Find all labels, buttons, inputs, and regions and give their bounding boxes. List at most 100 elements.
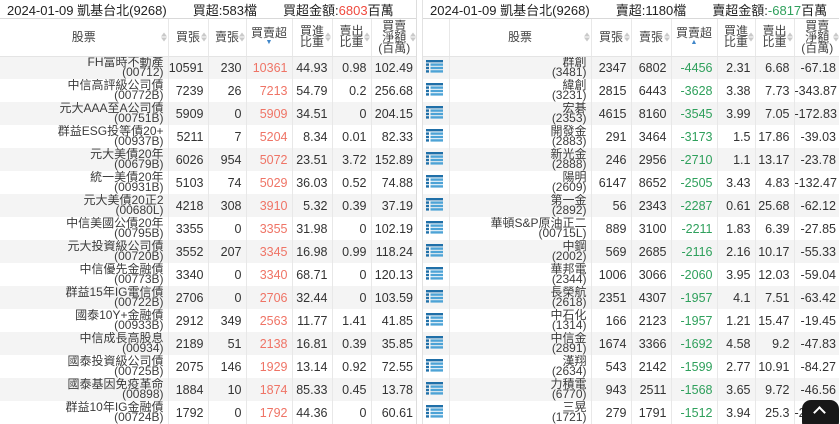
stock-name[interactable]: FH富時不動產 xyxy=(87,56,164,70)
stock-name[interactable]: 第一金 xyxy=(550,194,587,207)
stock-name[interactable]: 元大投資級公司債 xyxy=(67,240,164,253)
sort-arrows-icon[interactable] xyxy=(747,32,754,42)
col-header-sell-ratio[interactable]: 賣出 比重 xyxy=(332,19,372,57)
sort-arrows-icon[interactable] xyxy=(238,32,245,42)
stock-name[interactable]: 群益10年IG金融債 xyxy=(65,401,164,414)
list-menu-icon[interactable] xyxy=(426,128,443,142)
stock-name[interactable]: 力積電 xyxy=(550,378,587,391)
stock-name-cell[interactable]: 元大美債20年 (00679B) xyxy=(0,148,169,171)
col-header-net[interactable]: 買賣超 ▲ xyxy=(671,19,718,57)
stock-name[interactable]: 中信美國公債20年 xyxy=(66,217,164,230)
stock-name-cell[interactable]: FH富時不動產 (00712) xyxy=(0,56,169,79)
sort-asc-icon[interactable]: ▲ xyxy=(690,39,698,47)
list-menu-icon[interactable] xyxy=(426,151,443,165)
list-menu-icon[interactable] xyxy=(426,381,443,395)
stock-name-cell[interactable]: 中信金 (2891) xyxy=(449,332,592,355)
stock-name[interactable]: 國泰10Y+金融債 xyxy=(75,309,164,322)
stock-name[interactable]: 元大美債20正2 xyxy=(83,194,164,207)
stock-name-cell[interactable]: 三晃 (1721) xyxy=(449,401,592,424)
stock-name-cell[interactable]: 國泰投資級公司債 (00725B) xyxy=(0,355,169,378)
list-menu-icon[interactable] xyxy=(426,335,443,349)
stock-name-cell[interactable]: 中石化 (1314) xyxy=(449,309,592,332)
stock-name[interactable]: 群創 xyxy=(562,56,587,70)
stock-name-cell[interactable]: 中信美國公債20年 (00795B) xyxy=(0,217,169,240)
sort-arrows-icon[interactable] xyxy=(324,32,331,42)
sort-arrows-icon[interactable] xyxy=(623,32,630,42)
stock-name[interactable]: 中信金 xyxy=(550,332,587,345)
sort-arrows-icon[interactable] xyxy=(200,32,207,42)
stock-name[interactable]: 群益15年IG電信債 xyxy=(65,286,164,299)
col-header-buy[interactable]: 買張 xyxy=(168,19,209,57)
stock-name[interactable]: 漢翔 xyxy=(562,355,587,368)
col-header-buy-ratio[interactable]: 買進 比重 xyxy=(292,19,333,57)
stock-name[interactable]: 統一美債20年 xyxy=(90,171,164,184)
stock-name[interactable]: 開發金 xyxy=(550,125,587,138)
stock-name[interactable]: 中信成長高股息 xyxy=(79,332,164,345)
list-menu-icon[interactable] xyxy=(426,358,443,372)
stock-name-cell[interactable]: 新光金 (2888) xyxy=(449,148,592,171)
list-menu-icon[interactable] xyxy=(426,59,443,73)
stock-name-cell[interactable]: 元大AAA至A公司債 (00751B) xyxy=(0,102,169,125)
stock-name-cell[interactable]: 元大美債20正2 (00680L) xyxy=(0,194,169,217)
stock-name[interactable]: 中信高評級公司債 xyxy=(67,79,164,92)
col-header-stock[interactable]: 股票 xyxy=(0,19,169,57)
list-menu-icon[interactable] xyxy=(426,82,443,96)
list-menu-icon[interactable] xyxy=(426,174,443,188)
stock-name-cell[interactable]: 華邦電 (2344) xyxy=(449,263,592,286)
stock-name-cell[interactable]: 中信高評級公司債 (00772B) xyxy=(0,79,169,102)
col-header-stock[interactable]: 股票 xyxy=(449,19,592,57)
stock-name-cell[interactable]: 群益ESG投等債20+ (00937B) xyxy=(0,125,169,148)
sort-arrows-icon[interactable] xyxy=(663,32,670,42)
list-menu-icon[interactable] xyxy=(426,289,443,303)
col-header-buy[interactable]: 買張 xyxy=(591,19,632,57)
sort-arrows-icon[interactable] xyxy=(160,32,167,42)
col-header-buy-ratio[interactable]: 買進 比重 xyxy=(717,19,756,57)
stock-name[interactable]: 陽明 xyxy=(562,171,587,184)
stock-name-cell[interactable]: 中信成長高股息 (00934) xyxy=(0,332,169,355)
stock-name-cell[interactable]: 元大投資級公司債 (00720B) xyxy=(0,240,169,263)
stock-name-cell[interactable]: 開發金 (2883) xyxy=(449,125,592,148)
stock-name[interactable]: 中鋼 xyxy=(562,240,587,253)
stock-name-cell[interactable]: 國泰10Y+金融債 (00933B) xyxy=(0,309,169,332)
sort-arrows-icon[interactable] xyxy=(410,32,416,42)
col-header-sell[interactable]: 賣張 xyxy=(631,19,672,57)
stock-name[interactable]: 中石化 xyxy=(550,309,587,322)
stock-name-cell[interactable]: 群益15年IG電信債 (00722B) xyxy=(0,286,169,309)
stock-name[interactable]: 緯創 xyxy=(562,79,587,92)
stock-name[interactable]: 群益ESG投等債20+ xyxy=(57,125,164,138)
stock-name[interactable]: 元大AAA至A公司債 xyxy=(59,102,164,115)
sort-arrows-icon[interactable] xyxy=(786,32,793,42)
stock-name-cell[interactable]: 第一金 (2892) xyxy=(449,194,592,217)
sort-arrows-icon[interactable] xyxy=(833,32,839,42)
stock-name-cell[interactable]: 統一美債20年 (00931B) xyxy=(0,171,169,194)
sort-desc-icon[interactable]: ▼ xyxy=(265,39,273,47)
stock-name[interactable]: 國泰投資級公司債 xyxy=(67,355,164,368)
stock-name-cell[interactable]: 中鋼 (2002) xyxy=(449,240,592,263)
stock-name-cell[interactable]: 華頓S&P原油正二 (00715L) xyxy=(449,217,592,240)
stock-name-cell[interactable]: 群創 (3481) xyxy=(449,56,592,79)
stock-name[interactable]: 宏碁 xyxy=(562,102,587,115)
stock-name-cell[interactable]: 長榮航 (2618) xyxy=(449,286,592,309)
stock-name-cell[interactable]: 漢翔 (2634) xyxy=(449,355,592,378)
sort-arrows-icon[interactable] xyxy=(363,32,370,42)
stock-name[interactable]: 新光金 xyxy=(550,148,587,161)
stock-name-cell[interactable]: 國泰基因免疫革命 (00898) xyxy=(0,378,169,401)
stock-name[interactable]: 三晃 xyxy=(562,401,587,414)
list-menu-icon[interactable] xyxy=(426,266,443,280)
stock-name-cell[interactable]: 緯創 (3231) xyxy=(449,79,592,102)
list-menu-icon[interactable] xyxy=(426,404,443,418)
col-header-amount[interactable]: 買賣 淨額 (百萬) xyxy=(371,19,416,57)
list-menu-icon[interactable] xyxy=(426,105,443,119)
list-menu-icon[interactable] xyxy=(426,220,443,234)
stock-name[interactable]: 長榮航 xyxy=(550,286,587,299)
stock-name[interactable]: 中信優先金融債 xyxy=(79,263,164,276)
col-header-amount[interactable]: 買賣 淨額 (百萬) xyxy=(794,19,839,57)
list-menu-icon[interactable] xyxy=(426,197,443,211)
list-menu-icon[interactable] xyxy=(426,312,443,326)
col-header-sell[interactable]: 賣張 xyxy=(208,19,247,57)
stock-name[interactable]: 元大美債20年 xyxy=(90,148,164,161)
stock-name-cell[interactable]: 力積電 (6770) xyxy=(449,378,592,401)
stock-name-cell[interactable]: 群益10年IG金融債 (00724B) xyxy=(0,401,169,424)
scroll-to-top-button[interactable] xyxy=(802,400,839,424)
sort-arrows-icon[interactable] xyxy=(583,32,590,42)
